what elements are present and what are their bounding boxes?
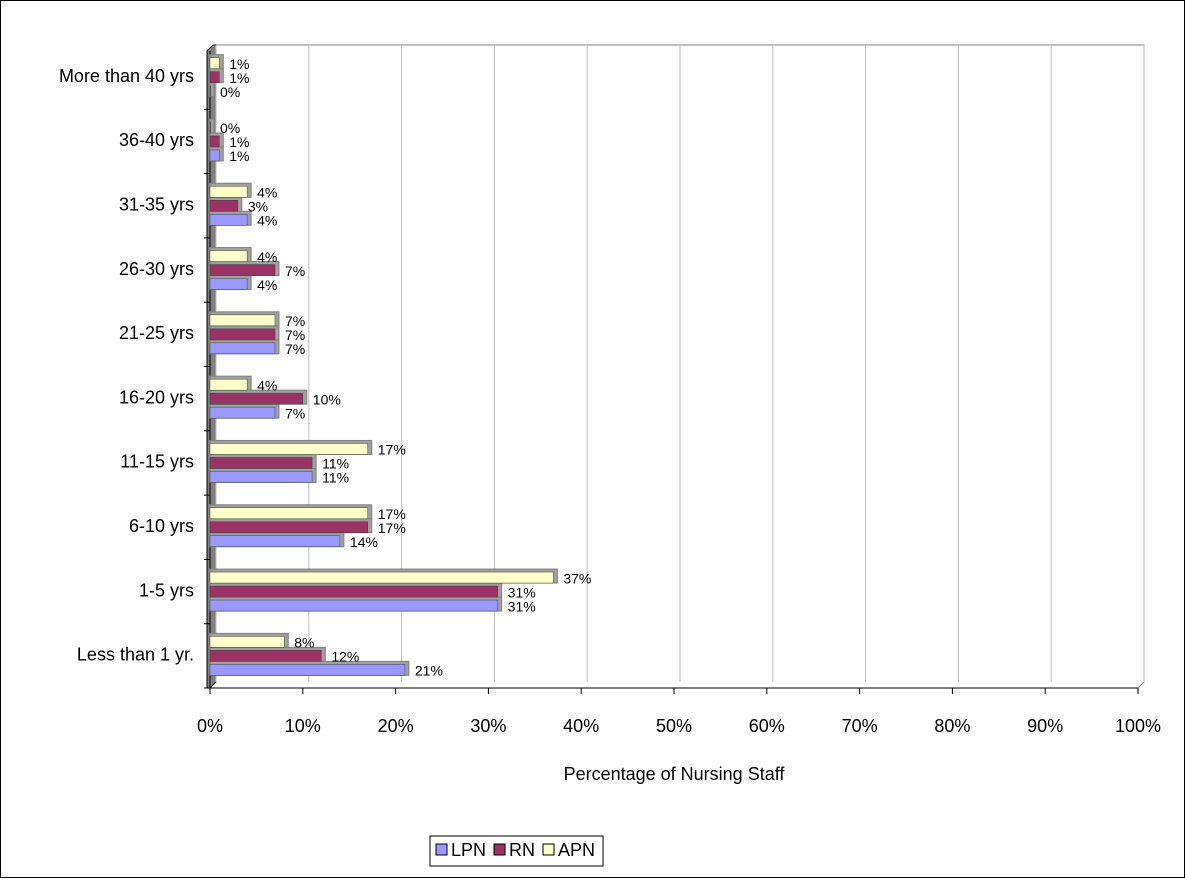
x-tick-label: 10% (285, 716, 321, 736)
bar (209, 121, 211, 134)
data-label: 1% (229, 134, 249, 150)
legend-box (429, 835, 604, 867)
bar (209, 278, 248, 290)
bar (209, 342, 276, 355)
y-tick-label: 6-10 yrs (129, 516, 194, 536)
bar (209, 392, 304, 405)
data-label: 17% (378, 520, 406, 536)
legend-label: LPN (451, 840, 486, 860)
data-label: 4% (257, 277, 277, 293)
data-label: 0% (220, 84, 240, 100)
bar (209, 186, 248, 198)
data-label: 7% (285, 341, 305, 357)
y-tick-label: 31-35 yrs (119, 195, 194, 215)
data-label: 14% (350, 534, 378, 550)
bar (209, 250, 248, 262)
bar (209, 85, 211, 97)
data-label: 4% (257, 377, 277, 393)
bar (209, 328, 276, 341)
bar (209, 636, 285, 648)
data-label: 17% (378, 506, 406, 522)
data-label: 8% (294, 635, 314, 651)
bar (209, 599, 498, 612)
bar (209, 443, 369, 455)
bar (209, 149, 220, 162)
bar (209, 535, 341, 547)
data-label: 4% (257, 249, 277, 265)
x-axis-label: Percentage of Nursing Staff (564, 764, 786, 784)
bar (209, 314, 276, 327)
bar (209, 406, 276, 419)
x-tick-label: 0% (197, 716, 223, 736)
bar (209, 71, 220, 83)
data-label: 7% (285, 327, 305, 343)
data-label: 7% (285, 263, 305, 279)
data-label: 4% (257, 184, 277, 200)
y-tick-label: More than 40 yrs (59, 66, 194, 86)
bar (209, 585, 498, 598)
y-tick-label: 1-5 yrs (139, 580, 194, 600)
y-tick-label: Less than 1 yr. (77, 645, 194, 665)
data-label: 37% (563, 570, 591, 586)
x-tick-label: 40% (563, 716, 599, 736)
data-label: 21% (415, 663, 443, 679)
data-label: 17% (378, 442, 406, 458)
data-label: 7% (285, 405, 305, 421)
bar (209, 135, 220, 148)
y-tick-label: 11-15 yrs (120, 452, 194, 472)
bar (209, 507, 369, 519)
legend-swatch (493, 843, 506, 856)
bar (209, 457, 313, 469)
data-label: 11% (322, 456, 349, 472)
data-label: 0% (220, 120, 240, 136)
x-tick-label: 20% (378, 716, 414, 736)
x-tick-label: 80% (934, 716, 970, 736)
x-tick-label: 50% (656, 716, 692, 736)
y-tick-label: 36-40 yrs (119, 130, 194, 150)
bar (209, 650, 322, 662)
x-tick-label: 70% (842, 716, 878, 736)
legend-label: RN (509, 840, 535, 860)
data-label: 31% (508, 598, 536, 614)
data-label: 1% (229, 148, 249, 164)
data-label: 1% (229, 56, 249, 72)
data-label: 1% (229, 70, 249, 86)
legend-swatch (542, 843, 555, 856)
bar (209, 214, 248, 226)
bar (209, 264, 276, 276)
data-label: 3% (248, 198, 268, 214)
data-label: 31% (508, 584, 536, 600)
y-tick-label: 26-30 yrs (119, 259, 194, 279)
data-label: 12% (331, 649, 359, 665)
legend-swatch (435, 843, 448, 856)
data-label: 7% (285, 313, 305, 329)
data-label: 11% (322, 470, 349, 486)
bar (209, 57, 220, 69)
data-label: 10% (313, 391, 341, 407)
x-tick-label: 100% (1115, 716, 1161, 736)
y-tick-label: 21-25 yrs (119, 323, 194, 343)
x-tick-label: 60% (749, 716, 785, 736)
legend-label: APN (558, 840, 595, 860)
bar (209, 471, 313, 483)
y-tick-label: 16-20 yrs (119, 387, 194, 407)
bar (209, 571, 554, 584)
bar (209, 521, 369, 533)
data-label: 4% (257, 212, 277, 228)
bar (209, 200, 239, 212)
bar (209, 378, 248, 391)
x-tick-label: 30% (470, 716, 506, 736)
x-tick-label: 90% (1027, 716, 1063, 736)
bar (209, 664, 406, 676)
